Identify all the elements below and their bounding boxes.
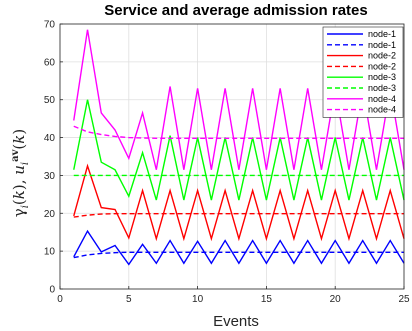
series-line-node-1-average: [73, 251, 404, 259]
series-lines: [73, 29, 405, 266]
series-line-node-1-service: [73, 229, 405, 266]
x-tick-label: 5: [126, 294, 132, 305]
series-line-node-2-average: [73, 212, 404, 218]
series-line-node-2-service: [73, 163, 405, 242]
legend-label: node-1: [368, 40, 396, 50]
legend-label: node-2: [368, 51, 396, 61]
legend-label: node-4: [368, 105, 396, 115]
y-tick-label: 50: [44, 95, 56, 106]
chart-title: Service and average admission rates: [104, 2, 367, 19]
y-tick-label: 40: [44, 133, 56, 144]
x-tick-label: 0: [57, 294, 63, 305]
y-tick-label: 20: [44, 209, 56, 220]
x-tick-label: 15: [261, 294, 273, 305]
y-tick-label: 10: [44, 247, 56, 258]
y-tick-label: 30: [44, 171, 56, 182]
y-axis-label: γi(k), uiav(k): [10, 129, 31, 218]
x-tick-label: 10: [192, 294, 204, 305]
legend-label: node-1: [368, 29, 396, 39]
series-line-node-3-service: [73, 99, 405, 201]
legend-label: node-4: [368, 94, 396, 104]
y-tick-label: 70: [44, 20, 56, 31]
legend-box: [322, 26, 404, 118]
y-tick-label: 0: [49, 285, 55, 296]
legend-label: node-3: [368, 83, 396, 93]
plot-area-frame: [59, 23, 405, 290]
y-tick-label: 60: [44, 57, 56, 68]
legend: node-1node-1node-2node-2node-3node-3node…: [322, 26, 404, 118]
x-tick-label: 25: [398, 294, 410, 305]
legend-label: node-2: [368, 61, 396, 71]
series-line-node-4-service: [73, 29, 405, 170]
x-tick-label: 20: [330, 294, 342, 305]
series-line-node-4-average: [73, 125, 404, 140]
x-axis-label: Events: [213, 313, 259, 330]
legend-label: node-3: [368, 72, 396, 82]
